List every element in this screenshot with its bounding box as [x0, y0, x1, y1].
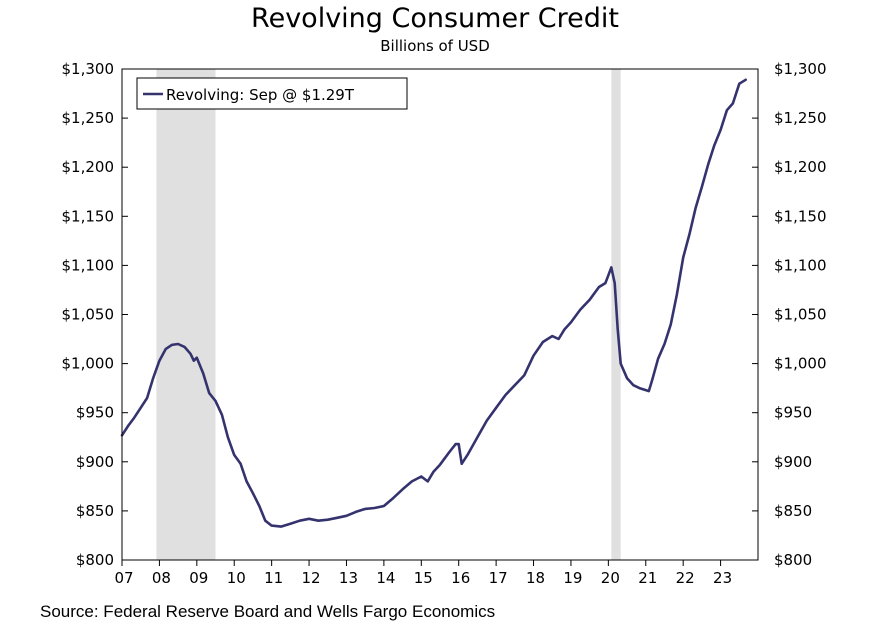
x-tick-label: 22: [676, 569, 695, 587]
x-tick-label: 09: [189, 569, 208, 587]
y-tick-label-right: $1,300: [774, 60, 827, 78]
y-tick-label-left: $950: [76, 404, 114, 422]
x-tick-label: 13: [339, 569, 358, 587]
x-tick-label: 18: [526, 569, 545, 587]
x-tick-label: 15: [414, 569, 433, 587]
x-tick-label: 20: [601, 569, 620, 587]
y-tick-label-right: $950: [774, 404, 812, 422]
y-tick-label-right: $1,250: [774, 109, 827, 127]
y-tick-label-left: $800: [76, 551, 114, 569]
x-tick-label: 11: [264, 569, 283, 587]
y-tick-label-left: $1,150: [62, 207, 115, 225]
plot-frame: [121, 68, 759, 561]
x-tick-label: 23: [713, 569, 732, 587]
x-tick-label: 12: [302, 569, 321, 587]
x-tick-label: 10: [227, 569, 246, 587]
y-tick-label-right: $900: [774, 453, 812, 471]
y-tick-label-left: $900: [76, 453, 114, 471]
y-tick-label-right: $1,100: [774, 256, 827, 274]
x-tick-label: 21: [638, 569, 657, 587]
y-tick-label-right: $800: [774, 551, 812, 569]
legend-box: [136, 77, 408, 110]
recession-band: [156, 69, 216, 560]
x-tick-label: 14: [376, 569, 395, 587]
series-line-revolving: [120, 78, 747, 528]
y-tick-label-right: $850: [774, 502, 812, 520]
y-tick-label-left: $1,100: [62, 256, 115, 274]
x-tick-label: 07: [114, 569, 133, 587]
chart-source: Source: Federal Reserve Board and Wells …: [40, 602, 496, 621]
legend-label: Revolving: Sep @ $1.29T: [166, 86, 355, 104]
y-tick-label-right: $1,200: [774, 158, 827, 176]
x-tick-label: 08: [152, 569, 171, 587]
y-tick-label-right: $1,050: [774, 306, 827, 324]
y-tick-label-right: $1,000: [774, 355, 827, 373]
y-tick-label-right: $1,150: [774, 207, 827, 225]
y-tick-label-left: $1,000: [62, 355, 115, 373]
chart-title: Revolving Consumer Credit: [251, 3, 619, 34]
y-tick-label-left: $850: [76, 502, 114, 520]
y-tick-label-left: $1,050: [62, 306, 115, 324]
x-tick-label: 16: [451, 569, 470, 587]
y-tick-label-left: $1,250: [62, 109, 115, 127]
y-tick-label-left: $1,300: [62, 60, 115, 78]
chart-subtitle: Billions of USD: [380, 37, 490, 55]
x-tick-label: 19: [563, 569, 582, 587]
x-tick-label: 17: [489, 569, 508, 587]
y-tick-label-left: $1,200: [62, 158, 115, 176]
